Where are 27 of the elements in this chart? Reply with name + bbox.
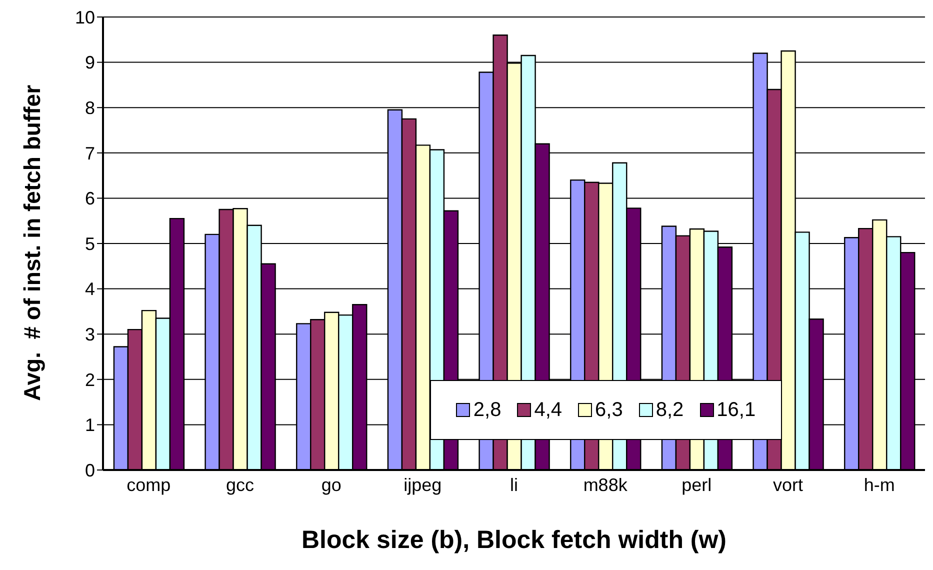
y-tick-label: 6: [84, 188, 95, 209]
y-tick-label: 7: [84, 143, 95, 164]
y-tick-label: 1: [84, 415, 95, 436]
legend-label: 16,1: [716, 398, 756, 422]
y-tick-label: 2: [84, 370, 95, 390]
legend-label: 8,2: [656, 398, 684, 422]
x-tick-label: li: [510, 474, 518, 495]
x-tick-label: ijpeg: [404, 474, 442, 495]
x-tick-label: comp: [126, 474, 171, 495]
y-tick-label: 0: [84, 460, 95, 480]
legend-label: 4,4: [534, 398, 562, 422]
y-tick-label: 5: [84, 234, 95, 254]
x-tick-label: m88k: [583, 474, 628, 495]
x-tick-label: vort: [772, 474, 804, 495]
y-tick-label: 9: [84, 52, 95, 73]
y-tick-label: 4: [84, 279, 95, 300]
x-axis-title: Block size (b), Block fetch width (w): [301, 526, 727, 554]
y-tick-label: 8: [84, 98, 95, 118]
y-tick-label: 10: [74, 7, 95, 28]
x-tick-label: go: [321, 474, 342, 495]
x-tick-label: perl: [682, 474, 712, 495]
y-axis-title: Avg. # of inst. in fetch buffer: [19, 84, 45, 402]
y-tick-label: 3: [84, 324, 95, 344]
legend-label: 6,3: [595, 398, 623, 422]
x-tick-label: h-m: [864, 474, 895, 495]
x-tick-label: gcc: [226, 474, 254, 495]
legend-label: 2,8: [473, 398, 502, 422]
